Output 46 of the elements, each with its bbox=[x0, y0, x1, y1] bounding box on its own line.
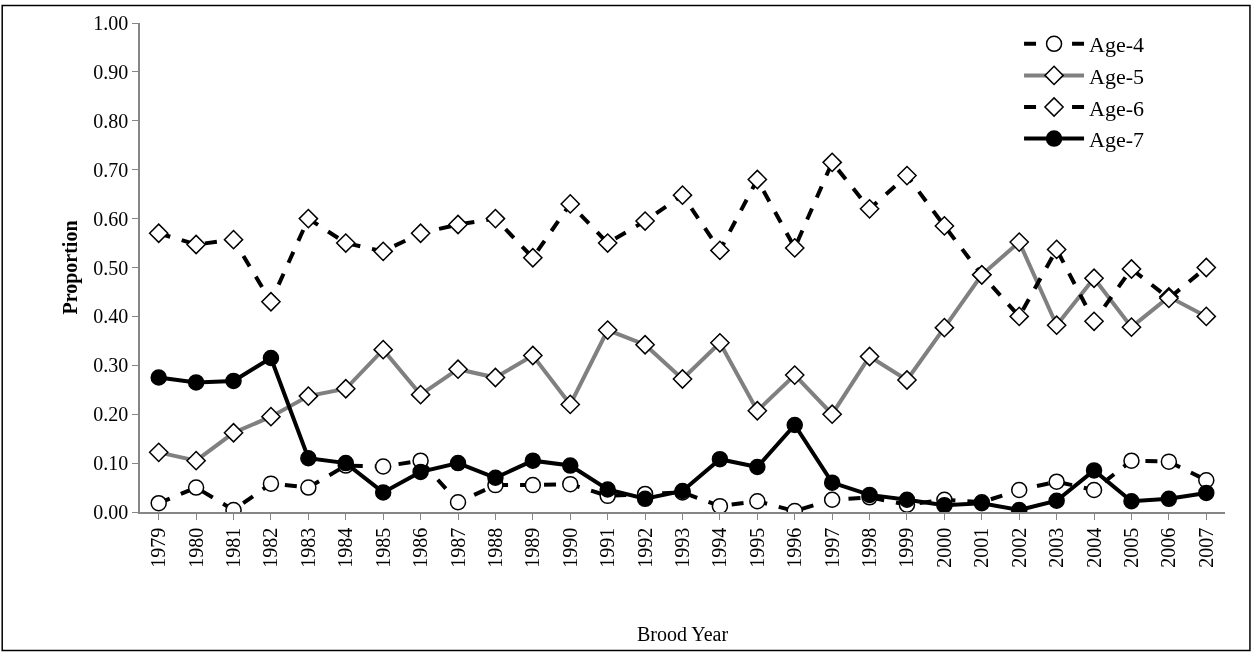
x-tick-label: 1985 bbox=[371, 527, 394, 568]
legend-label: Age-5 bbox=[1089, 63, 1145, 89]
x-tick-label: 1980 bbox=[184, 527, 207, 568]
x-tick-label: 2005 bbox=[1119, 527, 1142, 568]
y-tick-label: 0.30 bbox=[93, 354, 129, 377]
x-tick-label: 1992 bbox=[633, 527, 656, 568]
x-tick-label: 1994 bbox=[708, 527, 731, 568]
legend-label: Age-6 bbox=[1089, 95, 1145, 121]
x-tick-label: 2007 bbox=[1194, 527, 1217, 568]
x-tick-label: 2002 bbox=[1007, 527, 1030, 568]
x-tick-label: 1982 bbox=[259, 527, 282, 568]
y-tick-label: 0.70 bbox=[93, 158, 129, 181]
x-tick-label: 1999 bbox=[895, 527, 918, 568]
x-tick-label: 1995 bbox=[745, 527, 768, 568]
y-tick-label: 0.10 bbox=[93, 452, 129, 475]
x-tick-label: 1991 bbox=[596, 527, 619, 568]
x-tick-label: 1988 bbox=[483, 527, 506, 568]
y-tick-label: 0.00 bbox=[93, 501, 129, 523]
x-tick-label: 1998 bbox=[858, 527, 881, 568]
x-tick-label: 1987 bbox=[446, 527, 469, 568]
x-tick-label: 1993 bbox=[671, 527, 693, 568]
y-tick-label: 0.20 bbox=[93, 403, 129, 426]
x-tick-label: 1997 bbox=[820, 527, 843, 568]
x-tick-label: 1979 bbox=[147, 527, 170, 568]
y-tick-label: 0.50 bbox=[93, 256, 129, 279]
y-tick-label: 0.40 bbox=[93, 305, 129, 328]
x-tick-label: 2001 bbox=[970, 527, 993, 568]
y-tick-label: 0.80 bbox=[93, 109, 129, 132]
x-tick-label: 2004 bbox=[1082, 527, 1105, 568]
x-tick-label: 2006 bbox=[1157, 527, 1180, 568]
x-tick-label: 1981 bbox=[222, 527, 245, 568]
x-tick-label: 2000 bbox=[932, 527, 955, 568]
x-tick-label: 1986 bbox=[409, 527, 432, 568]
y-tick-label: 1.00 bbox=[93, 12, 129, 34]
x-axis-title: Brood Year bbox=[636, 622, 729, 645]
x-tick-label: 1989 bbox=[521, 527, 544, 568]
legend-label: Age-4 bbox=[1089, 32, 1145, 58]
x-tick-label: 1990 bbox=[558, 527, 581, 568]
y-tick-label: 0.60 bbox=[93, 207, 129, 230]
legend-label: Age-7 bbox=[1089, 127, 1145, 153]
y-tick-label: 0.90 bbox=[93, 60, 129, 83]
x-tick-label: 1996 bbox=[783, 527, 806, 568]
x-tick-label: 1984 bbox=[334, 527, 357, 568]
x-tick-label: 1983 bbox=[296, 527, 319, 568]
y-axis-title: Proportion bbox=[59, 220, 83, 315]
x-tick-label: 2003 bbox=[1045, 527, 1068, 568]
